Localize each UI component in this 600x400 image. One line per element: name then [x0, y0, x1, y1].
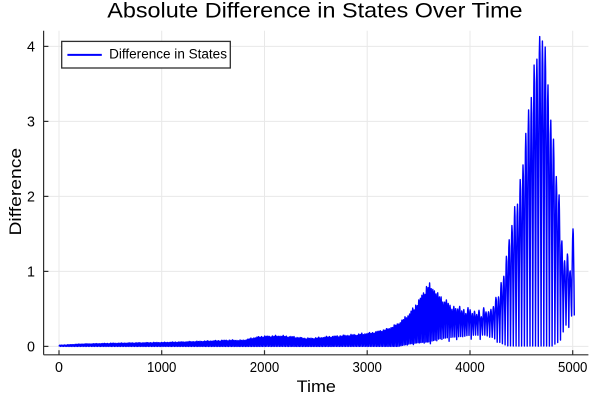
- svg-text:1: 1: [27, 264, 35, 280]
- svg-text:Difference: Difference: [6, 148, 25, 236]
- svg-text:0: 0: [27, 339, 35, 355]
- svg-text:0: 0: [55, 360, 63, 376]
- svg-text:3: 3: [27, 114, 35, 130]
- svg-text:Difference in States: Difference in States: [109, 47, 227, 62]
- svg-text:Time: Time: [297, 377, 336, 396]
- svg-text:2000: 2000: [250, 360, 279, 376]
- svg-text:4000: 4000: [455, 360, 484, 376]
- svg-text:3000: 3000: [353, 360, 382, 376]
- svg-text:5000: 5000: [558, 360, 587, 376]
- svg-text:Absolute Difference in States: Absolute Difference in States Over Time: [107, 0, 522, 23]
- svg-text:4: 4: [27, 39, 35, 55]
- svg-text:1000: 1000: [147, 360, 176, 376]
- svg-text:2: 2: [27, 189, 35, 205]
